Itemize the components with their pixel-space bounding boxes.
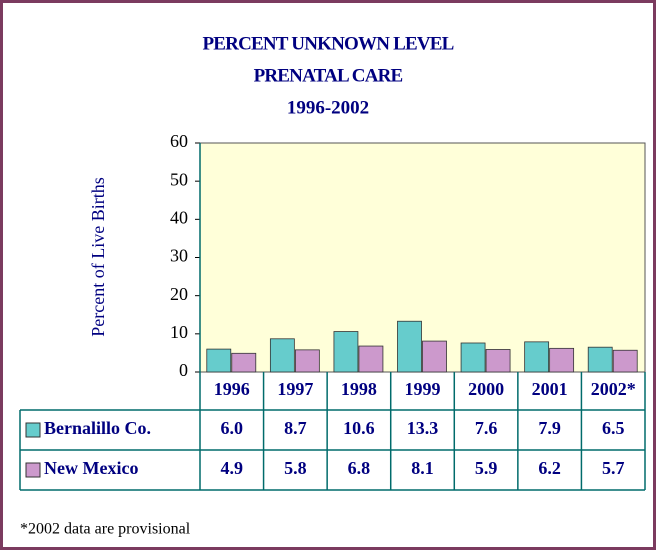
y-tick-label: 10 xyxy=(170,322,188,342)
data-label: 8.7 xyxy=(284,418,307,438)
legend-label: Bernalillo Co. xyxy=(44,418,151,438)
legend-label: New Mexico xyxy=(44,458,138,478)
data-label: 6.5 xyxy=(602,418,625,438)
bar xyxy=(294,349,320,373)
data-label: 6.2 xyxy=(538,458,561,478)
x-tick-label: 1999 xyxy=(405,379,441,399)
x-tick-label: 1996 xyxy=(214,379,250,399)
data-label: 7.9 xyxy=(538,418,561,438)
legend-swatch xyxy=(25,422,41,438)
data-label: 6.8 xyxy=(348,458,371,478)
bar xyxy=(397,320,422,373)
data-label: 7.6 xyxy=(475,418,498,438)
bar xyxy=(269,338,295,373)
bar xyxy=(612,349,638,373)
y-axis-label: Percent of Live Births xyxy=(88,177,108,336)
legend-swatch xyxy=(25,462,41,478)
data-label: 4.9 xyxy=(221,458,244,478)
bar xyxy=(422,340,447,373)
bar xyxy=(587,346,613,373)
bar xyxy=(206,348,232,373)
chart-title: 1996-2002 xyxy=(287,97,369,118)
footnote: *2002 data are provisional xyxy=(20,521,191,538)
bar xyxy=(549,347,575,373)
bar xyxy=(524,341,550,373)
y-tick-label: 50 xyxy=(170,169,188,189)
data-label: 5.9 xyxy=(475,458,498,478)
y-tick-label: 60 xyxy=(170,131,188,151)
x-tick-label: 2001 xyxy=(532,379,568,399)
x-tick-label: 2002* xyxy=(591,379,636,399)
chart-title: PRENATAL CARE xyxy=(254,65,403,86)
x-tick-label: 2000 xyxy=(468,379,504,399)
bar xyxy=(333,331,359,373)
data-label: 13.3 xyxy=(407,418,439,438)
data-label: 5.8 xyxy=(284,458,307,478)
x-tick-label: 1998 xyxy=(341,379,377,399)
y-tick-label: 20 xyxy=(170,284,188,304)
chart-title: PERCENT UNKNOWN LEVEL xyxy=(202,33,453,54)
plot-area xyxy=(199,142,646,373)
bar xyxy=(460,342,486,373)
bar xyxy=(485,349,511,373)
y-tick-label: 30 xyxy=(170,246,188,266)
y-tick-label: 40 xyxy=(170,207,188,227)
data-label: 6.0 xyxy=(221,418,244,438)
data-label: 10.6 xyxy=(343,418,375,438)
bar xyxy=(231,352,257,373)
y-tick-label: 0 xyxy=(179,360,188,380)
data-label: 8.1 xyxy=(411,458,434,478)
bar xyxy=(358,345,384,373)
x-tick-label: 1997 xyxy=(277,379,313,399)
data-label: 5.7 xyxy=(602,458,625,478)
